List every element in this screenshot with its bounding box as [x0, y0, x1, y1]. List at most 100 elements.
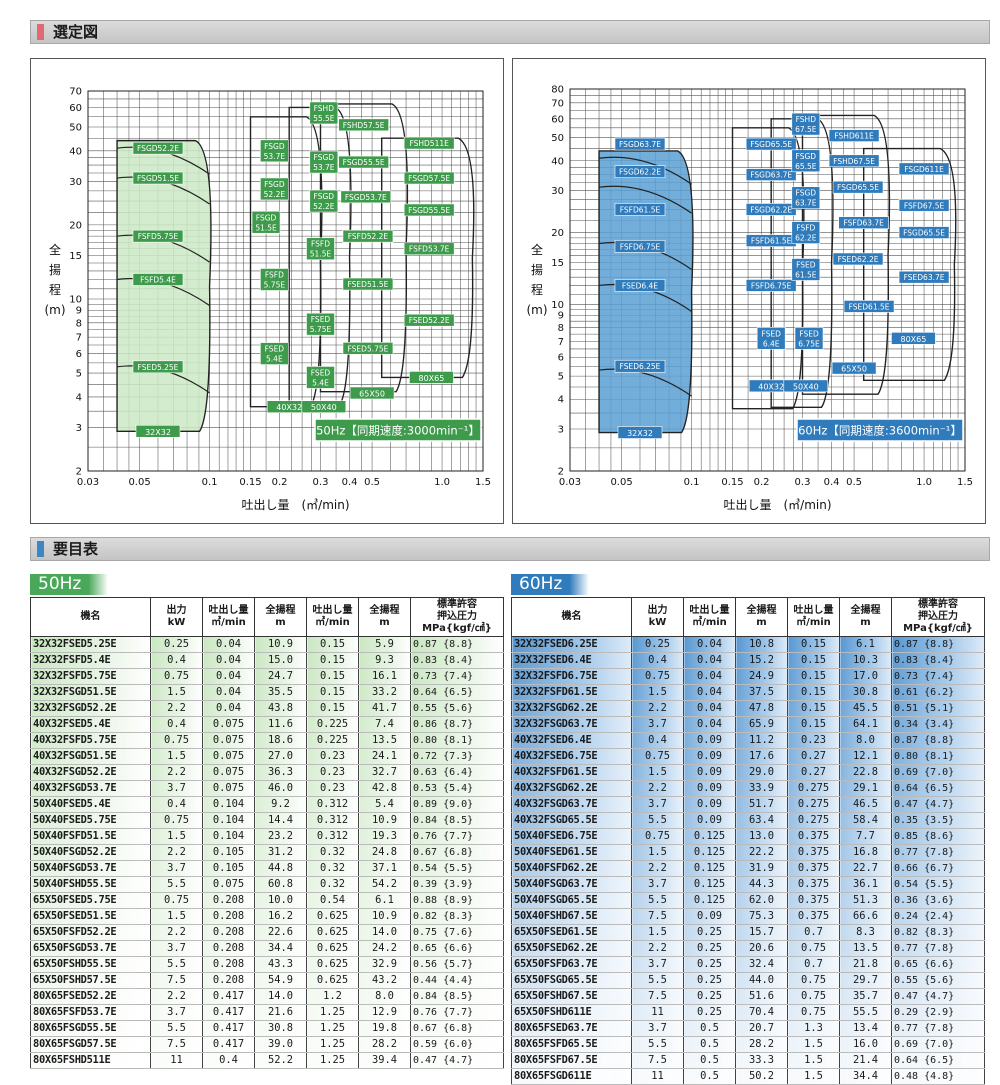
inlet-pressure: 0.64 {6.5} [891, 1052, 985, 1069]
model-label: FSGD62.2E [745, 203, 797, 216]
model-label: FSFD61.5E [614, 203, 666, 216]
output-kw: 0.25 [631, 636, 684, 653]
table-row: 32X32FSFD5.75E 0.75 0.04 24.7 0.15 16.1 0.73 {… [30, 668, 504, 685]
svg-text:FSGD53.7E: FSGD53.7E [345, 193, 387, 202]
flow-1: 0.09 [683, 796, 736, 813]
svg-text:50X40: 50X40 [793, 382, 819, 391]
flow-1: 0.105 [202, 844, 255, 861]
flow-1: 0.25 [683, 956, 736, 973]
model-label: FSGD63.7E [791, 186, 821, 210]
flow-1: 0.417 [202, 1036, 255, 1053]
head-1: 51.6 [735, 988, 788, 1005]
y-tick-label: 10 [551, 300, 564, 311]
model-name: 80X65FSHD511E [30, 1052, 151, 1069]
model-name: 50X40FSFD51.5E [30, 828, 151, 845]
flow-2: 0.625 [306, 940, 359, 957]
svg-text:FSGD: FSGD [796, 152, 817, 161]
model-name: 50X40FSED6.75E [511, 828, 632, 845]
y-tick-label: 3 [76, 423, 82, 434]
table-row: 80X65FSGD611E 11 0.5 50.2 1.5 34.4 0.48 {4.8} [511, 1068, 985, 1085]
flow-2: 0.27 [787, 764, 840, 781]
model-label: FSHD57.5E [338, 118, 389, 132]
svg-text:5.4E: 5.4E [266, 355, 283, 364]
svg-text:FSED: FSED [796, 260, 816, 269]
column-header: 機名 [30, 597, 151, 637]
inlet-pressure: 0.64 {6.5} [891, 780, 985, 797]
svg-text:FSGD55.5E: FSGD55.5E [408, 206, 450, 215]
x-tick-label: 1.5 [957, 477, 973, 488]
head-1: 15.7 [735, 924, 788, 941]
svg-text:50X40: 50X40 [311, 403, 337, 412]
head-curve [598, 368, 692, 397]
table-row: 50X40FSGD65.5E 5.5 0.125 62.0 0.375 51.3 0.36 … [511, 892, 985, 909]
svg-text:FSFD61.5E: FSFD61.5E [751, 237, 792, 246]
table-row: 65X50FSFD52.2E 2.2 0.208 22.6 0.625 14.0 0.75 … [30, 924, 504, 941]
spec-table-60hz: 機名 出力 kW 吐出し量 ㎥/min 全揚程 m 吐出し量 ㎥/min 全揚程 m 標準許容 押込圧力… [511, 597, 985, 1085]
table-row: 65X50FSHD67.5E 7.5 0.25 51.6 0.75 35.7 0.47 {4… [511, 988, 985, 1005]
model-name: 65X50FSFD52.2E [30, 924, 151, 941]
flow-1: 0.04 [683, 700, 736, 717]
head-1: 10.8 [735, 636, 788, 653]
flow-1: 0.25 [683, 972, 736, 989]
inlet-pressure: 0.55 {5.6} [410, 700, 504, 717]
y-tick-label: 30 [69, 177, 82, 188]
model-label: FSGD52.2E [309, 189, 339, 213]
flow-1: 0.208 [202, 908, 255, 925]
head-2: 36.1 [839, 876, 892, 893]
head-2: 13.5 [839, 940, 892, 957]
x-tick-label: 0.2 [272, 477, 288, 488]
svg-text:51.5E: 51.5E [255, 223, 277, 232]
frequency-badge: 50Hz【同期速度:3000min⁻¹】 [314, 418, 482, 442]
head-1: 17.6 [735, 748, 788, 765]
model-name: 50X40FSGD63.7E [511, 876, 632, 893]
flow-2: 0.625 [306, 924, 359, 941]
x-tick-label: 0.03 [77, 477, 99, 488]
flow-2: 0.15 [787, 652, 840, 669]
head-2: 22.7 [839, 860, 892, 877]
svg-text:FSFD: FSFD [311, 240, 330, 249]
flow-1: 0.075 [202, 780, 255, 797]
model-label: FSGD55.5E [338, 155, 389, 169]
flow-2: 1.25 [306, 1004, 359, 1021]
head-1: 36.3 [254, 764, 307, 781]
chart-50hz-svg: 0.03 0.05 0.1 0.15 0.2 0.3 0.4 0.5 1.0 1.5 2 3 4 5 6 7 8… [44, 87, 490, 513]
size-label: 65X50 [831, 361, 877, 375]
flow-2: 0.15 [306, 668, 359, 685]
svg-text:FSGD63.7E: FSGD63.7E [750, 171, 792, 180]
y-tick-label: 70 [69, 87, 82, 98]
output-kw: 0.4 [150, 716, 203, 733]
model-name: 80X65FSGD55.5E [30, 1020, 151, 1037]
head-1: 60.8 [254, 876, 307, 893]
flow-1: 0.04 [202, 636, 255, 653]
chart-50hz: 0.03 0.05 0.1 0.15 0.2 0.3 0.4 0.5 1.0 1.5 2 3 4 5 6 7 8… [30, 58, 504, 524]
svg-text:FSFD6.75E: FSFD6.75E [751, 281, 792, 290]
head-2: 6.1 [358, 892, 411, 909]
flow-2: 0.15 [306, 652, 359, 669]
model-name: 50X40FSED5.75E [30, 812, 151, 829]
flow-1: 0.09 [683, 812, 736, 829]
model-label: FSFD5.75E [132, 229, 184, 243]
flow-1: 0.125 [683, 860, 736, 877]
model-name: 40X32FSGD51.5E [30, 748, 151, 765]
flow-1: 0.125 [683, 828, 736, 845]
flow-1: 0.075 [202, 764, 255, 781]
y-tick-label: 5 [558, 372, 564, 383]
flow-2: 0.15 [306, 700, 359, 717]
model-name: 32X32FSGD63.7E [511, 716, 632, 733]
y-tick-label: 80 [551, 85, 564, 96]
flow-1: 0.104 [202, 796, 255, 813]
inlet-pressure: 0.61 {6.2} [891, 684, 985, 701]
flow-2: 0.225 [306, 716, 359, 733]
head-1: 30.8 [254, 1020, 307, 1037]
head-1: 63.4 [735, 812, 788, 829]
model-name: 80X65FSFD65.5E [511, 1036, 632, 1053]
spec-table-title: 要目表 [53, 540, 99, 558]
size-label: 65X50 [349, 386, 395, 400]
flow-1: 0.208 [202, 892, 255, 909]
table-row: 50X40FSED6.75E 0.75 0.125 13.0 0.375 7.7 0.85 … [511, 828, 985, 845]
head-1: 44.8 [254, 860, 307, 877]
flow-1: 0.208 [202, 956, 255, 973]
head-2: 64.1 [839, 716, 892, 733]
model-label: FSFD63.7E [838, 216, 889, 229]
head-2: 21.4 [839, 1052, 892, 1069]
